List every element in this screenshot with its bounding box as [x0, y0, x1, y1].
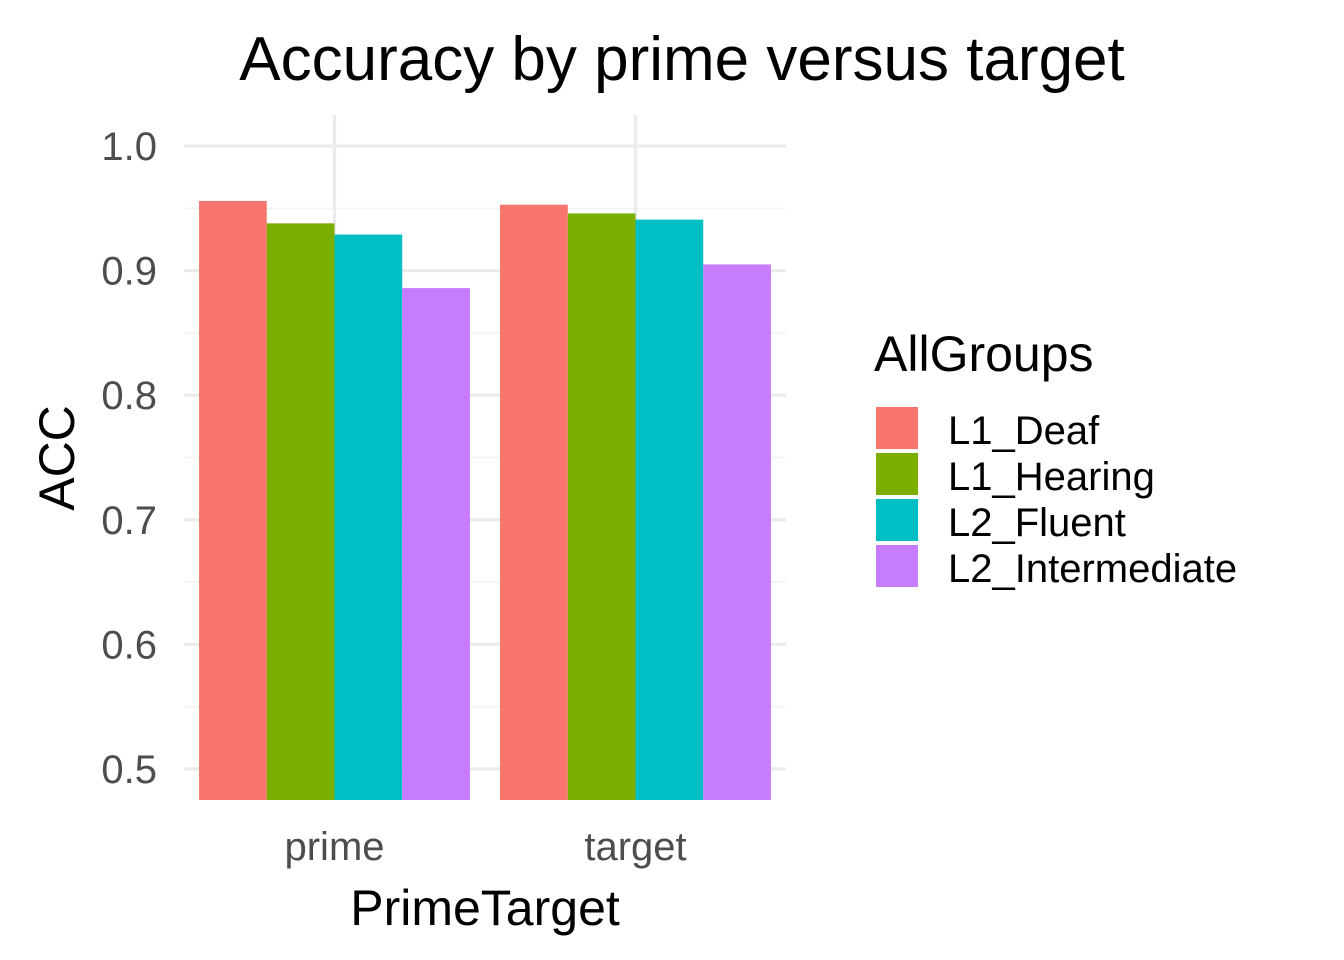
legend-key-L1_Hearing: [876, 453, 918, 495]
y-tick-label: 0.8: [101, 374, 157, 418]
x-tick-label: target: [584, 825, 686, 869]
y-tick-label: 0.6: [101, 623, 157, 667]
y-tick-label: 1.0: [101, 125, 157, 169]
bar-prime-L1_Deaf: [199, 200, 267, 800]
x-tick-label: prime: [284, 825, 384, 869]
bar-prime-L1_Hearing: [266, 223, 335, 800]
legend-label-L2_Intermediate: L2_Intermediate: [948, 547, 1237, 591]
legend-label-L1_Deaf: L1_Deaf: [948, 409, 1100, 453]
y-tick-label: 0.9: [101, 250, 157, 294]
y-axis-title: ACC: [29, 405, 85, 511]
chart-title: Accuracy by prime versus target: [239, 25, 1125, 94]
y-tick-label: 0.5: [101, 748, 157, 792]
legend-key-L2_Intermediate: [876, 545, 918, 587]
bar-target-L2_Intermediate: [703, 264, 771, 800]
legend-key-L1_Deaf: [876, 407, 918, 449]
legend-label-L1_Hearing: L1_Hearing: [948, 455, 1155, 499]
bar-target-L2_Fluent: [635, 219, 704, 801]
legend: AllGroups L1_DeafL1_HearingL2_FluentL2_I…: [874, 326, 1237, 591]
x-tick-labels: prime target: [284, 825, 686, 869]
bar-target-L1_Deaf: [500, 204, 568, 800]
x-axis-title: PrimeTarget: [350, 880, 620, 936]
legend-label-L2_Fluent: L2_Fluent: [948, 501, 1126, 545]
y-tick-labels: 0.5 0.6 0.7 0.8 0.9 1.0: [101, 125, 157, 792]
legend-title: AllGroups: [874, 326, 1094, 382]
bars: [199, 200, 771, 801]
legend-key-L2_Fluent: [876, 499, 918, 541]
y-tick-label: 0.7: [101, 499, 157, 543]
bar-target-L1_Hearing: [567, 213, 636, 800]
bar-prime-L2_Intermediate: [402, 288, 470, 800]
bar-prime-L2_Fluent: [334, 234, 403, 801]
